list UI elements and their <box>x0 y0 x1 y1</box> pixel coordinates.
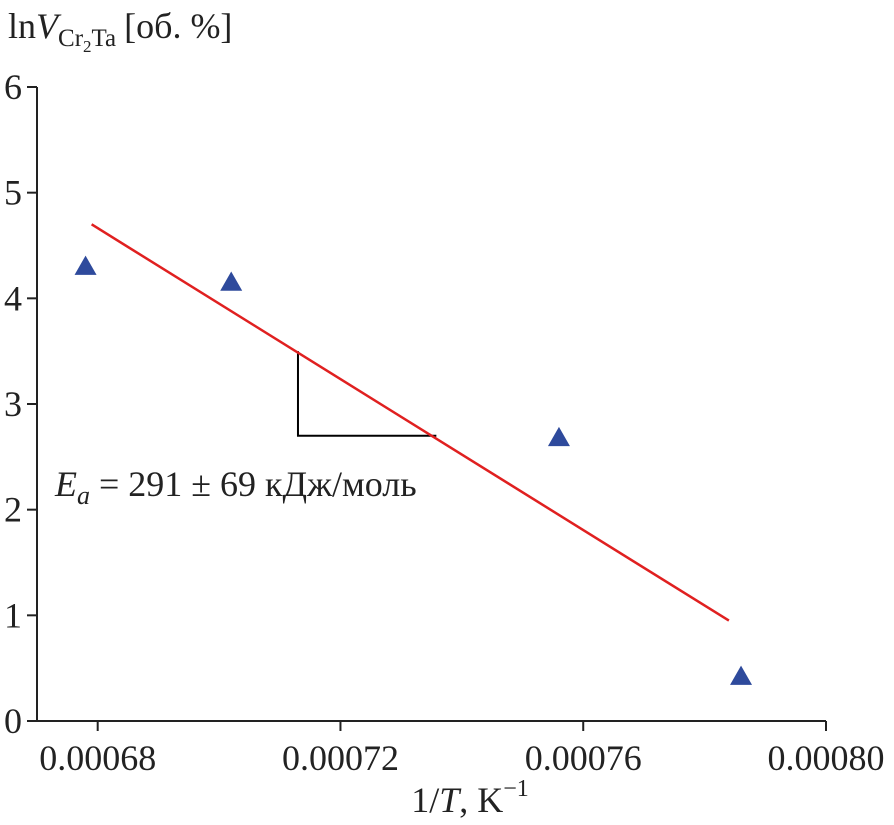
y-label-variable: V <box>36 6 62 46</box>
data-point-triangle <box>730 665 753 685</box>
x-axis-label: 1/T, K−1 <box>411 776 529 820</box>
data-point-triangle <box>547 426 570 447</box>
y-label-subscript-main: Cr <box>58 25 84 52</box>
fit-line <box>90 223 730 622</box>
y-tick-label: 0 <box>4 701 22 741</box>
y-tick-label: 4 <box>4 278 22 318</box>
y-label-subscript-tail: Ta <box>92 25 117 52</box>
y-tick-label: 2 <box>4 490 22 530</box>
y-ticks: 0 1 2 3 4 5 6 <box>4 67 37 741</box>
x-tick-label: 0.00076 <box>525 738 642 778</box>
x-tick-label: 0.00080 <box>768 738 885 778</box>
x-ticks: 0.00068 0.00072 0.00076 0.00080 <box>39 721 885 778</box>
y-label-units: [об. %] <box>124 6 232 46</box>
x-label-superscript: −1 <box>503 776 529 802</box>
slope-triangle <box>296 351 437 437</box>
annotation-variable: E <box>54 464 77 504</box>
x-label-variable: T <box>439 780 462 820</box>
activation-energy-annotation: Ea = 291 ± 69 кДж/моль <box>54 464 417 510</box>
data-points <box>74 255 753 685</box>
y-axis-label: lnVCr2Ta [об. %] <box>8 6 232 56</box>
annotation-subscript: a <box>77 481 90 510</box>
data-point-triangle <box>220 271 243 291</box>
y-label-subscript-index: 2 <box>83 37 92 56</box>
y-tick-label: 6 <box>4 67 22 107</box>
y-label-prefix: ln <box>8 6 36 46</box>
x-tick-label: 0.00072 <box>282 738 399 778</box>
y-tick-label: 1 <box>4 595 22 635</box>
annotation-value: = 291 ± 69 кДж/моль <box>90 464 417 504</box>
x-tick-label: 0.00068 <box>39 738 156 778</box>
y-tick-label: 3 <box>4 384 22 424</box>
data-point-triangle <box>74 255 97 275</box>
x-label-units: , K <box>459 780 503 820</box>
y-tick-label: 5 <box>4 173 22 213</box>
x-label-prefix: 1/ <box>411 780 439 820</box>
